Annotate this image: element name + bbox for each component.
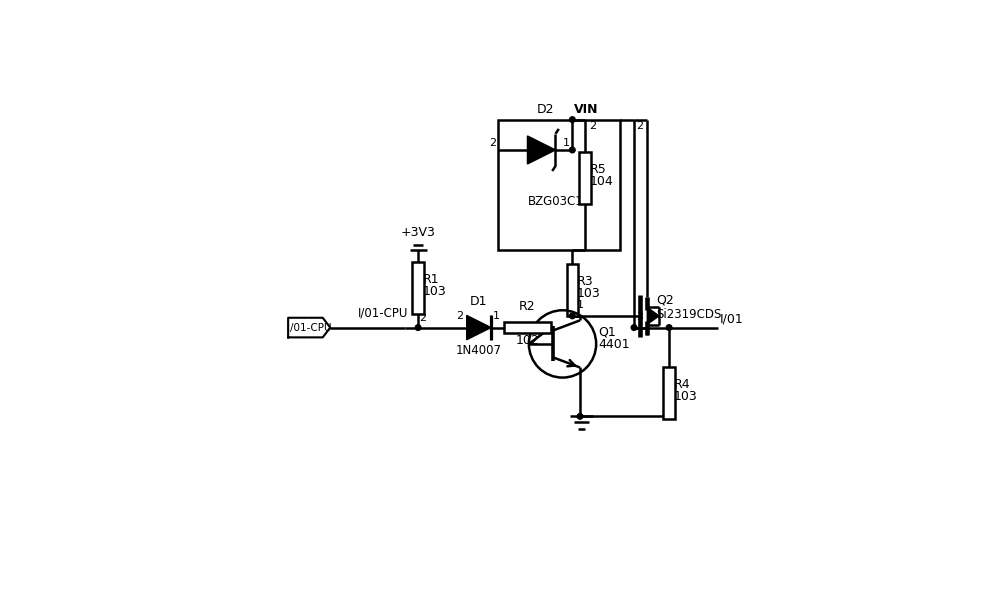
Text: 2: 2 (636, 121, 643, 131)
Text: 2: 2 (589, 121, 596, 131)
Circle shape (570, 117, 575, 123)
Text: 2: 2 (489, 138, 496, 148)
Circle shape (631, 325, 637, 330)
Text: R4: R4 (674, 378, 690, 391)
Circle shape (570, 313, 575, 319)
Text: 2: 2 (456, 311, 463, 320)
Bar (579, 152, 591, 204)
Text: Q2: Q2 (656, 294, 674, 307)
Circle shape (415, 325, 421, 330)
Bar (498, 120, 620, 251)
Text: I/01-CPU: I/01-CPU (287, 322, 331, 333)
Text: 1: 1 (563, 138, 570, 148)
Polygon shape (647, 308, 659, 324)
Text: 103: 103 (423, 285, 447, 298)
Polygon shape (527, 136, 555, 164)
Text: 1N4007: 1N4007 (456, 345, 502, 358)
Circle shape (570, 147, 575, 153)
Text: 103: 103 (674, 390, 697, 403)
Text: BZG03C18: BZG03C18 (528, 195, 591, 208)
Text: 1: 1 (577, 300, 584, 310)
Text: 3: 3 (636, 312, 643, 322)
Bar (504, 322, 551, 333)
Circle shape (577, 413, 583, 419)
Text: 104: 104 (590, 175, 613, 188)
Text: Si2319CDS: Si2319CDS (656, 308, 721, 320)
Bar (412, 262, 424, 314)
Text: I/01-CPU: I/01-CPU (358, 306, 409, 319)
Circle shape (666, 325, 672, 330)
Text: +3V3: +3V3 (401, 226, 436, 239)
Text: D1: D1 (470, 295, 488, 308)
Text: Q1: Q1 (598, 325, 616, 338)
Text: 102: 102 (516, 334, 539, 347)
Text: 103: 103 (577, 288, 601, 300)
Text: 2: 2 (419, 313, 427, 323)
Text: R5: R5 (590, 163, 606, 175)
Text: 4401: 4401 (598, 338, 630, 351)
Bar (567, 265, 578, 316)
Text: R3: R3 (577, 275, 594, 288)
Text: I/01: I/01 (720, 312, 744, 325)
Text: VIN: VIN (574, 103, 598, 116)
Text: 1: 1 (493, 311, 500, 320)
Text: D2: D2 (537, 103, 554, 116)
Text: R1: R1 (423, 273, 439, 285)
Bar (663, 367, 675, 419)
Polygon shape (467, 316, 491, 340)
Text: R2: R2 (519, 300, 536, 313)
